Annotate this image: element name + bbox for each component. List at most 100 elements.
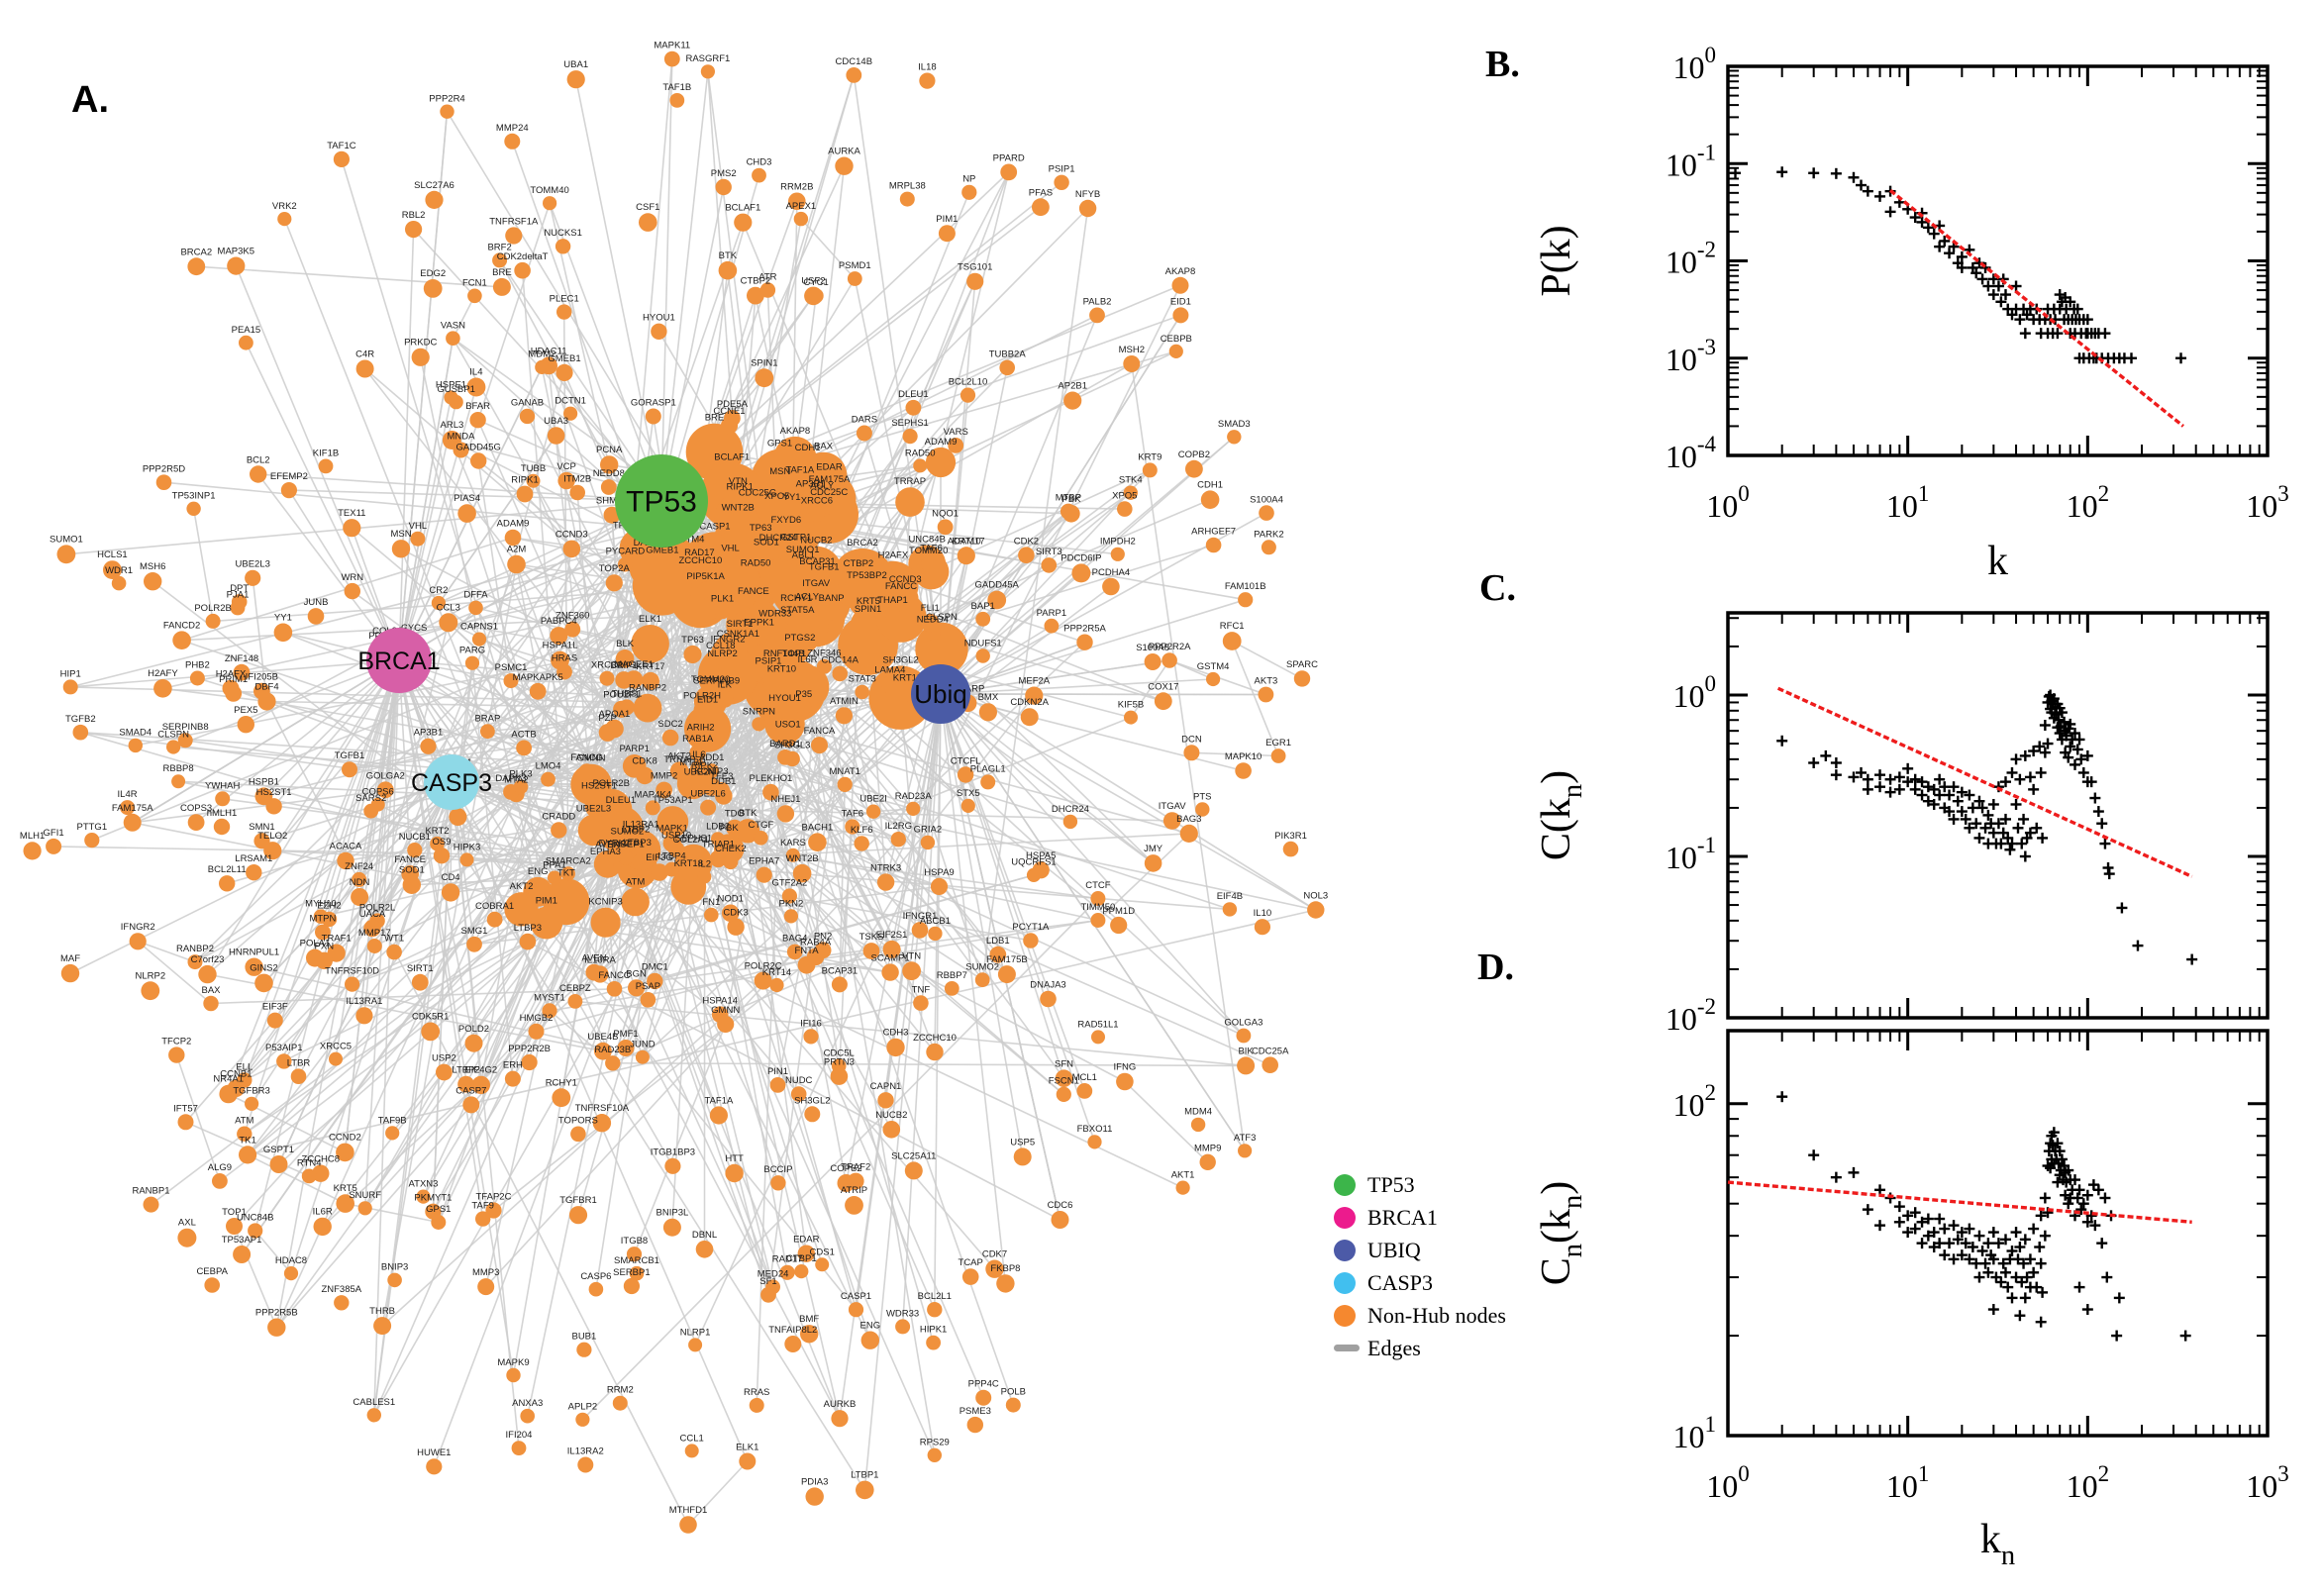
gene-label: GORASP1 <box>631 398 676 409</box>
gene-label: CCND2 <box>329 1133 361 1144</box>
gene-label: RANBP2 <box>629 683 666 694</box>
gene-label: MNAT1 <box>829 766 860 777</box>
gene-label: TIMM50 <box>1080 902 1115 913</box>
gene-label: HSPB1 <box>249 776 279 787</box>
gene-label: POLB <box>1001 1387 1026 1398</box>
gene-label: TP63 <box>750 523 772 534</box>
tick-label: 10-1 <box>1666 833 1716 875</box>
legend-label: BRCA1 <box>1367 1204 1438 1230</box>
fit-line <box>1776 686 2193 878</box>
gene-label: ITGB8 <box>621 1236 648 1247</box>
gene-label: ABL1 <box>792 550 815 561</box>
gene-label: USP5 <box>1010 1137 1035 1147</box>
gene-label: CEBPZ <box>559 983 591 994</box>
gene-label: COL2A1 <box>673 835 709 846</box>
gene-label: THBS1 <box>612 688 643 699</box>
gene-label: CCND3 <box>889 574 922 585</box>
gene-label: ELK1 <box>736 1443 758 1453</box>
gene-label: ALG9 <box>208 1162 232 1173</box>
gene-label: EID1 <box>1170 296 1191 307</box>
gene-label: HNRNPUL1 <box>229 947 279 957</box>
gene-label: ATF3 <box>1234 1133 1257 1144</box>
gene-label: BCAP31 <box>799 556 835 567</box>
gene-label: IL4 <box>469 367 482 378</box>
gene-label: BRCA2 <box>180 247 212 257</box>
gene-label: DBNL <box>692 1230 717 1241</box>
gene-label: LRSAM1 <box>235 853 272 864</box>
gene-label: CSNK1A1 <box>717 629 759 640</box>
gene-label: EFEMP2 <box>270 471 308 482</box>
gene-label: IFI16 <box>800 1018 822 1029</box>
legend-label: Edges <box>1367 1335 1421 1360</box>
gene-label: UBA3 <box>544 416 568 427</box>
gene-label: CDH1 <box>795 443 821 453</box>
gene-label: PEX5 <box>234 705 257 716</box>
gene-label: BARD1 <box>769 739 801 749</box>
gene-label: RABEP1 <box>607 840 645 850</box>
gene-label: TSKS <box>859 932 884 943</box>
gene-label: SIRT1 <box>407 963 434 974</box>
gene-label: XRCC2 <box>591 660 623 671</box>
gene-label: ZNF346 <box>807 648 841 659</box>
nonhub-dot-icon <box>1334 1304 1356 1327</box>
gene-label: DCTN1 <box>555 396 586 407</box>
gene-label: S100A4 <box>1250 494 1283 505</box>
gene-label: RIPK2 <box>691 760 718 771</box>
gene-label: CABLES1 <box>353 1397 395 1408</box>
gene-label: BGN <box>626 968 647 979</box>
gene-label: CASP1 <box>841 1291 871 1302</box>
gene-label: BAP1 <box>971 601 995 612</box>
gene-label: CR2 <box>429 585 448 596</box>
gene-label: TP53BP2 <box>847 570 887 581</box>
gene-label: HDAC8 <box>275 1255 307 1266</box>
axis-title: k <box>1987 539 2008 584</box>
gene-label: ZNF385A <box>321 1284 361 1295</box>
tick-label: 102 <box>1673 1080 1717 1123</box>
gene-label: PTTG1 <box>76 822 107 833</box>
gene-label: KIF5B <box>1118 700 1144 711</box>
gene-label: ITM2B <box>563 474 591 485</box>
gene-label: ZCCHC8 <box>302 1153 341 1164</box>
gene-label: ATM <box>626 877 645 888</box>
gene-label: LTBP2 <box>622 825 650 836</box>
gene-label: TKT <box>557 867 575 878</box>
gene-label: DCN <box>1181 734 1202 745</box>
gene-label: NEDD8 <box>593 468 625 479</box>
gene-label: KRT18 <box>893 673 922 684</box>
legend-label: CASP3 <box>1367 1269 1434 1295</box>
gene-label: KLF6 <box>851 825 873 836</box>
network-nodes <box>23 50 1325 1534</box>
gene-label: CYCS <box>401 623 427 634</box>
gene-label: SNRPN <box>743 706 775 717</box>
gene-label: PLK1 <box>711 593 734 604</box>
gene-label: YY1 <box>274 613 292 624</box>
gene-label: TELO2 <box>257 831 287 842</box>
gene-label: PCNA <box>596 445 623 455</box>
gene-label: UACA <box>359 909 386 920</box>
gene-label: CD4 <box>442 872 460 883</box>
chart-D: 101 102 100 101 102 103 Cn(kn) kn <box>1534 1029 2289 1571</box>
gene-label: AP3B1 <box>796 479 826 490</box>
gene-label: XPO5 <box>764 491 789 502</box>
gene-label: FLI1 <box>921 603 940 614</box>
gene-label: MAPK1 <box>656 824 688 835</box>
gene-label: RTN4 <box>297 1158 322 1169</box>
gene-label: SOD1 <box>399 865 425 876</box>
gene-label: AVEN <box>581 953 606 964</box>
gene-label: TGFB2 <box>65 714 96 725</box>
gene-label: CDK8 <box>632 756 656 767</box>
gene-label: RRAS <box>744 1387 769 1398</box>
gene-label: CDS1 <box>810 1247 835 1257</box>
gene-label: CDK3 <box>723 908 748 919</box>
plots-column: 10-4 10-3 10-2 10-1 100 100 101 102 103 P(k) k 10-2… <box>1534 43 2289 1571</box>
gene-label: HTT <box>725 1153 744 1164</box>
gene-label: DFFA <box>463 590 488 601</box>
gene-label: IL4R <box>118 789 138 800</box>
gene-label: PKN2 <box>778 898 803 909</box>
gene-label: USP10 <box>661 831 691 842</box>
gene-label: AKAP8 <box>1165 266 1196 277</box>
gene-label: PPP2R5A <box>1063 624 1106 635</box>
network-hubs: TP53 BRCA1 Ubiq CASP3 <box>357 454 970 810</box>
gene-label: hMLH1 <box>207 808 238 819</box>
gene-label: CDC14B <box>836 56 873 67</box>
